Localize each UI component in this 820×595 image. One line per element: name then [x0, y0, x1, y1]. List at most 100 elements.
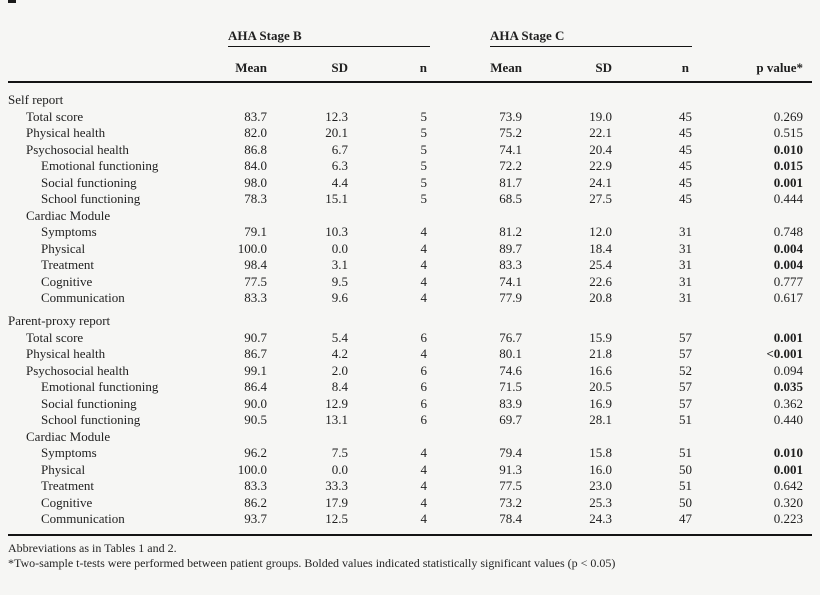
cell-b-n: 5: [420, 174, 428, 190]
cell-c-n: 50: [679, 494, 693, 510]
cell-c-sd: 22.1: [589, 125, 613, 140]
cell-c-mean: [430, 306, 522, 329]
row-label: Social functioning: [41, 395, 137, 411]
cell-p: 0.004: [773, 257, 804, 272]
section-row: Parent-proxy report: [8, 306, 812, 329]
table-row: Communication 83.3 9.6 4 77.9 20.8 31 0.617: [8, 290, 812, 307]
cell-b-mean: 100.0: [237, 461, 267, 477]
table-row: Communication 93.7 12.5 4 78.4 24.3 47 0.223: [8, 511, 812, 535]
cell-b-n: 6: [420, 362, 428, 378]
cell-c-mean: 83.9: [499, 395, 523, 411]
cell-c-n: [612, 82, 692, 108]
cell-b-mean: 83.7: [244, 108, 267, 124]
cell-p: 0.010: [773, 141, 804, 157]
cell-b-n: 4: [420, 224, 428, 239]
cell-b-mean: 83.3: [244, 290, 267, 305]
cell-c-mean: 74.1: [499, 141, 523, 157]
cell-b-n: [348, 428, 430, 445]
cell-c-sd: 27.5: [589, 191, 613, 206]
cell-b-mean: 96.2: [244, 445, 267, 460]
column-header-b-n: n: [348, 47, 431, 83]
row-label: Physical: [41, 461, 86, 477]
cell-c-sd: [522, 306, 612, 329]
cell-c-mean: 80.1: [499, 346, 523, 361]
cell-c-mean: 79.4: [499, 445, 523, 460]
cell-c-sd: 15.9: [589, 329, 613, 345]
row-label: Parent-proxy report: [8, 313, 111, 328]
row-label: Total score: [26, 329, 84, 345]
row-label: School functioning: [41, 412, 141, 427]
cell-b-mean: 86.8: [244, 141, 267, 157]
cell-b-mean: [220, 306, 267, 329]
cell-c-mean: 71.5: [499, 379, 523, 394]
cell-c-mean: 91.3: [499, 461, 523, 477]
row-label: Physical health: [26, 346, 106, 361]
cell-c-sd: 19.0: [589, 108, 613, 124]
cell-c-n: 51: [679, 478, 693, 493]
table-row: Physical health 82.0 20.1 5 75.2 22.1 45 0.515: [8, 125, 812, 142]
row-label: Cognitive: [41, 273, 93, 289]
cell-b-mean: 86.4: [244, 379, 267, 394]
row-label: Total score: [26, 108, 84, 124]
cell-b-sd: 10.3: [325, 224, 348, 239]
cell-b-mean: 79.1: [244, 224, 267, 239]
cell-c-mean: 76.7: [499, 329, 523, 345]
cell-c-n: 45: [679, 191, 693, 206]
cell-c-mean: 78.4: [499, 511, 523, 526]
cell-b-n: 6: [420, 329, 428, 345]
cell-b-n: 4: [420, 290, 428, 305]
cell-b-sd: 33.3: [325, 478, 348, 493]
cell-c-mean: 81.2: [499, 224, 523, 239]
cell-b-sd: [267, 82, 348, 108]
cell-p: 0.777: [773, 273, 804, 289]
cell-p: 0.269: [773, 108, 804, 124]
row-label: Treatment: [41, 478, 94, 493]
cell-b-sd: 9.6: [331, 290, 348, 305]
row-label: Cognitive: [41, 494, 93, 510]
cell-p: [692, 306, 812, 329]
cell-b-mean: [220, 207, 267, 224]
cell-p: 0.001: [773, 329, 804, 345]
cell-c-sd: 20.8: [589, 290, 613, 305]
cell-p: [692, 207, 812, 224]
cell-c-n: 57: [679, 346, 693, 361]
row-label: Physical health: [26, 125, 106, 140]
cell-b-mean: 86.7: [244, 346, 267, 361]
cell-b-mean: 100.0: [237, 240, 267, 256]
cell-p: 0.001: [773, 174, 804, 190]
table-row: Psychosocial health 86.8 6.7 5 74.1 20.4 45 0.0…: [8, 141, 812, 158]
cell-c-n: 45: [679, 174, 693, 190]
cell-c-mean: [430, 207, 522, 224]
cell-c-sd: 28.1: [589, 412, 613, 427]
cell-c-sd: 16.6: [589, 362, 613, 378]
cell-b-sd: 4.2: [331, 346, 348, 361]
column-header-label-spacer: [8, 47, 220, 83]
group-header-stage-b: AHA Stage B: [220, 27, 431, 47]
cell-c-n: [612, 428, 692, 445]
footnotes: Abbreviations as in Tables 1 and 2. *Two…: [8, 541, 812, 572]
cell-c-mean: 68.5: [499, 191, 523, 206]
row-label: School functioning: [41, 191, 141, 206]
cell-c-mean: 77.9: [499, 290, 523, 305]
cell-p: 0.223: [773, 511, 804, 526]
cell-c-n: 31: [679, 240, 693, 256]
cell-b-mean: 78.3: [244, 191, 267, 206]
cell-p: 0.320: [773, 494, 804, 510]
cell-c-n: 50: [679, 461, 693, 477]
row-label: Self report: [8, 92, 64, 107]
cell-b-sd: 13.1: [325, 412, 348, 427]
cell-p: 0.015: [773, 158, 804, 173]
cell-p: 0.094: [773, 362, 804, 378]
cell-b-sd: 0.0: [331, 461, 348, 477]
cell-c-n: 45: [679, 158, 693, 173]
cell-c-n: 57: [679, 329, 693, 345]
column-header-b-sd: SD: [267, 47, 348, 83]
cell-b-mean: 84.0: [244, 158, 267, 173]
cell-c-mean: [430, 82, 522, 108]
cell-b-mean: 90.7: [244, 329, 267, 345]
cell-c-sd: 20.5: [589, 379, 613, 394]
cell-p: 0.035: [773, 379, 804, 394]
cell-b-sd: 3.1: [331, 257, 348, 272]
cell-b-n: 4: [420, 461, 428, 477]
cell-c-n: 45: [679, 125, 693, 140]
